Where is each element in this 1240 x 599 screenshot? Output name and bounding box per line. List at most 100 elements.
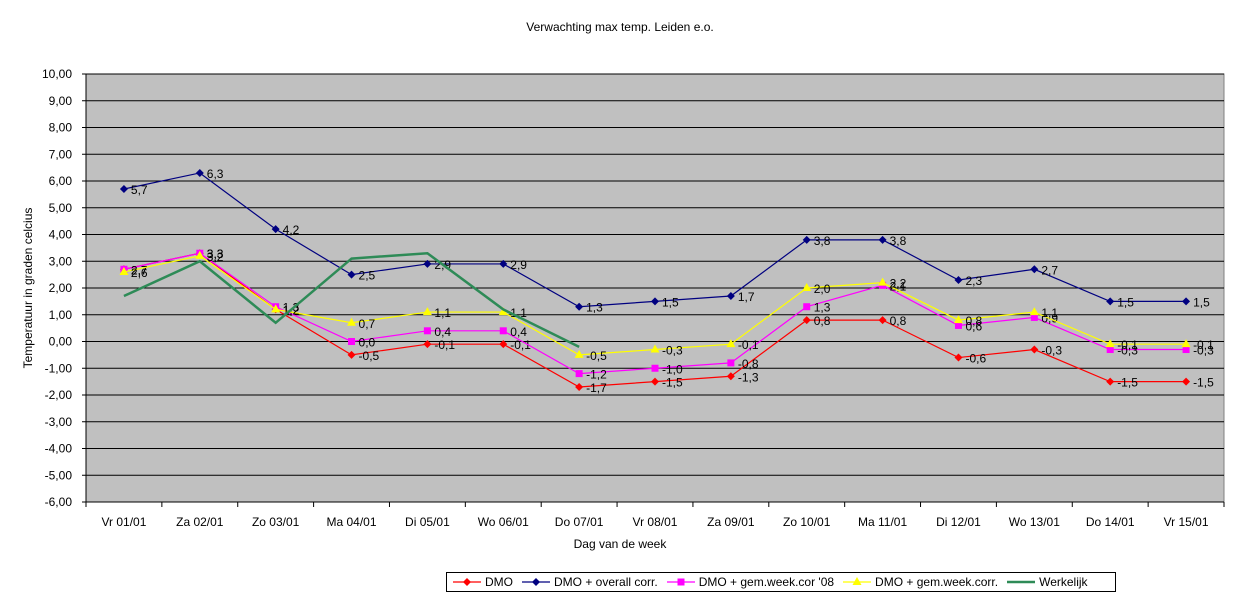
y-axis-label: Temperatuur in graden celcius — [21, 207, 35, 369]
data-label: 1,3 — [814, 301, 831, 315]
data-point — [1105, 339, 1115, 348]
y-tick-label: 9,00 — [49, 94, 73, 108]
data-point — [575, 370, 583, 378]
data-point — [499, 340, 508, 349]
data-label: 1,1 — [1041, 306, 1058, 320]
data-point — [1030, 265, 1039, 274]
data-point — [878, 316, 887, 325]
data-label: -0,3 — [1041, 344, 1062, 358]
data-point — [878, 277, 888, 286]
y-tick-label: 10,00 — [42, 67, 72, 81]
data-point — [803, 303, 811, 311]
data-point — [347, 350, 356, 359]
x-tick-label: Do 07/01 — [555, 515, 604, 529]
data-point — [727, 359, 735, 367]
data-label: 2,3 — [965, 274, 982, 288]
data-label: -0,1 — [434, 338, 455, 352]
data-point — [1106, 377, 1115, 386]
data-point — [802, 235, 811, 244]
x-tick-label: Vr 15/01 — [1164, 515, 1209, 529]
data-point — [726, 339, 736, 348]
data-label: -1,5 — [1193, 376, 1214, 390]
y-tick-label: -1,00 — [45, 361, 73, 375]
data-label: -0,1 — [1117, 338, 1138, 352]
data-label: 3,3 — [207, 247, 224, 261]
data-label: 0,0 — [359, 336, 376, 350]
y-tick-label: 4,00 — [49, 228, 73, 242]
legend-label: DMO + overall corr. — [554, 575, 658, 589]
x-axis-label: Dag van de week — [573, 537, 667, 551]
data-label: -0,8 — [738, 357, 759, 371]
data-point — [195, 168, 204, 177]
data-label: 2,9 — [510, 258, 527, 272]
data-point — [954, 321, 962, 329]
data-point — [726, 292, 735, 301]
y-tick-label: 0,00 — [49, 335, 73, 349]
data-label: -1,2 — [586, 368, 607, 382]
y-tick-label: 7,00 — [49, 147, 73, 161]
y-tick-label: 1,00 — [49, 308, 73, 322]
data-point — [1181, 339, 1191, 348]
data-label: -0,1 — [510, 338, 531, 352]
legend-item-5: Werkelijk — [1007, 575, 1088, 589]
legend-swatch — [1007, 580, 1036, 584]
legend-swatch — [666, 578, 695, 586]
legend-swatch — [453, 578, 481, 586]
y-tick-label: -3,00 — [45, 415, 73, 429]
data-point — [651, 377, 659, 386]
y-tick-label: 2,00 — [49, 281, 73, 295]
x-tick-label: Di 12/01 — [936, 515, 981, 529]
data-label: -1,7 — [586, 381, 607, 395]
data-label: 1,5 — [1193, 295, 1210, 309]
data-label: 1,5 — [662, 295, 679, 309]
data-label: 3,8 — [890, 234, 907, 248]
data-point — [1182, 297, 1191, 306]
data-point — [271, 304, 281, 313]
data-point — [347, 270, 356, 279]
data-label: 0,4 — [434, 325, 451, 339]
data-label: -1,5 — [1117, 376, 1138, 390]
legend-label: DMO + gem.week.corr. — [875, 575, 999, 589]
series-line-5 — [123, 251, 580, 348]
data-label: 1,3 — [586, 301, 603, 315]
data-label: -0,1 — [738, 338, 759, 352]
y-tick-label: 3,00 — [49, 254, 73, 268]
y-tick-label: 8,00 — [49, 121, 73, 135]
data-label: 2,5 — [359, 269, 376, 283]
data-point — [878, 235, 887, 244]
data-label: 0,7 — [359, 317, 376, 331]
data-point — [1182, 346, 1190, 354]
data-label: 2,2 — [890, 277, 907, 291]
data-label: -0,3 — [1117, 344, 1138, 358]
data-label: -1,5 — [662, 376, 683, 390]
x-tick-label: Vr 01/01 — [101, 515, 146, 529]
x-tick-label: Za 09/01 — [707, 515, 755, 529]
data-point — [347, 317, 357, 326]
data-point — [954, 353, 963, 362]
y-tick-label: 6,00 — [49, 174, 73, 188]
data-point — [1030, 313, 1038, 321]
data-label: 0,8 — [890, 314, 907, 328]
x-tick-label: Vr 08/01 — [633, 515, 678, 529]
x-tick-label: Ma 11/01 — [858, 515, 907, 529]
y-tick-label: 5,00 — [49, 201, 73, 215]
data-point — [1030, 345, 1039, 354]
x-tick-label: Zo 03/01 — [252, 515, 300, 529]
x-tick-label: Za 02/01 — [176, 515, 224, 529]
legend-item-3: DMO + gem.week.cor '08 — [666, 575, 834, 589]
data-label: 3,3 — [207, 247, 224, 261]
data-point — [575, 382, 584, 391]
data-point — [422, 307, 432, 316]
x-tick-label: Wo 13/01 — [1009, 515, 1060, 529]
x-tick-label: Zo 10/01 — [783, 515, 831, 529]
data-point — [802, 316, 811, 325]
data-label: -0,6 — [965, 352, 986, 366]
x-tick-label: Di 05/01 — [405, 515, 450, 529]
data-label: -0,3 — [1193, 344, 1214, 358]
data-point — [1106, 297, 1115, 306]
data-label: -1,0 — [662, 362, 683, 376]
data-label: 2,7 — [1041, 263, 1058, 277]
y-tick-label: -6,00 — [45, 495, 73, 509]
data-label: 1,1 — [510, 306, 527, 320]
